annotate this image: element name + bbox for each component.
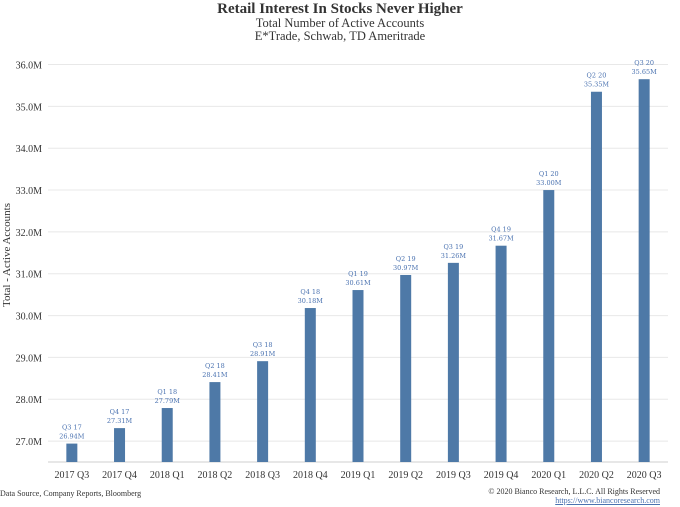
bar-label-value: 26.94M [59, 433, 85, 441]
y-tick-label: 31.0M [16, 270, 43, 281]
x-tick-label: 2020 Q1 [531, 470, 566, 481]
bar-label-quarter: Q1 20 [539, 170, 559, 178]
x-tick-label: 2020 Q2 [579, 470, 614, 481]
bar [304, 308, 316, 462]
copyright-text: © 2020 Bianco Research, L.L.C. All Right… [488, 487, 660, 496]
bar [66, 443, 78, 462]
bar [352, 290, 364, 462]
y-axis-label: Total - Active Accounts [1, 203, 13, 307]
y-tick-label: 36.0M [16, 61, 43, 72]
x-tick-label: 2017 Q4 [102, 470, 137, 481]
x-tick-label: 2019 Q4 [484, 470, 519, 481]
x-tick-label: 2018 Q3 [245, 470, 280, 481]
bar-label-quarter: Q4 17 [110, 408, 130, 416]
bar-label-quarter: Q3 18 [253, 341, 273, 349]
x-tick-label: 2017 Q3 [54, 470, 89, 481]
website-link[interactable]: https://www.biancoresearch.com [555, 496, 660, 505]
bar [447, 262, 459, 462]
copyright-block: © 2020 Bianco Research, L.L.C. All Right… [488, 487, 660, 505]
x-tick-label: 2020 Q3 [627, 470, 662, 481]
x-tick-label: 2018 Q2 [198, 470, 233, 481]
bar [161, 408, 173, 462]
bar-label-quarter: Q4 19 [491, 226, 511, 234]
bar-label-quarter: Q4 18 [300, 288, 320, 296]
bar-label-quarter: Q1 18 [157, 388, 177, 396]
y-tick-label: 29.0M [16, 353, 43, 364]
bar [638, 79, 650, 462]
y-tick-label: 33.0M [16, 186, 43, 197]
x-tick-label: 2019 Q2 [388, 470, 423, 481]
bar [590, 91, 602, 462]
bar-label-value: 30.18M [298, 297, 324, 305]
y-tick-label: 32.0M [16, 228, 43, 239]
bar-label-value: 35.35M [584, 81, 610, 89]
x-tick-label: 2018 Q4 [293, 470, 328, 481]
bar [400, 274, 412, 462]
y-tick-label: 27.0M [16, 437, 43, 448]
y-tick-label: 34.0M [16, 144, 43, 155]
bar [543, 190, 555, 462]
bar-label-value: 28.41M [202, 371, 228, 379]
bar-label-quarter: Q2 20 [587, 72, 607, 80]
bar-label-quarter: Q1 19 [348, 270, 368, 278]
bar-label-value: 30.61M [345, 279, 371, 287]
x-tick-label: 2019 Q3 [436, 470, 471, 481]
bar [114, 428, 126, 462]
bars [66, 79, 650, 462]
chart-subtitle: Total Number of Active Accounts [255, 16, 425, 30]
x-tick-label: 2018 Q1 [150, 470, 185, 481]
bar-label-value: 33.00M [536, 179, 562, 187]
bar-label-quarter: Q3 19 [443, 243, 463, 251]
bar-label-quarter: Q3 20 [634, 59, 654, 67]
bar [209, 382, 221, 462]
bar-label-value: 30.97M [393, 264, 419, 272]
y-tick-label: 30.0M [16, 312, 43, 323]
data-source-note: Data Source, Company Reports, Bloomberg [0, 489, 142, 498]
bar-label-quarter: Q2 19 [396, 255, 416, 263]
x-axis-ticks: 2017 Q3 2017 Q4 2018 Q1 2018 Q2 2018 Q3 2018 … [54, 470, 661, 481]
bar-label-value: 27.79M [155, 397, 181, 405]
bar-label-value: 27.31M [107, 417, 133, 425]
x-tick-label: 2019 Q1 [341, 470, 376, 481]
bar-label-value: 31.67M [488, 235, 514, 243]
bar-label-value: 35.65M [632, 68, 658, 76]
bar-chart: 27.0M 28.0M 29.0M 30.0M 31.0M 32.0M 33.0M 34.0M… [1, 59, 668, 481]
chart-subtitle-sources: E*Trade, Schwab, TD Ameritrade [254, 29, 426, 43]
bar [495, 245, 507, 462]
y-tick-label: 35.0M [16, 102, 43, 113]
bar-label-value: 31.26M [441, 252, 467, 260]
bar-label-value: 28.91M [250, 350, 276, 358]
bar-label-quarter: Q3 17 [62, 424, 82, 432]
y-axis-ticks: 27.0M 28.0M 29.0M 30.0M 31.0M 32.0M 33.0M 34.0M… [16, 61, 43, 449]
chart-title: Retail Interest In Stocks Never Higher [217, 1, 463, 17]
y-tick-label: 28.0M [16, 395, 43, 406]
bar-label-quarter: Q2 18 [205, 362, 225, 370]
bar [257, 361, 269, 462]
